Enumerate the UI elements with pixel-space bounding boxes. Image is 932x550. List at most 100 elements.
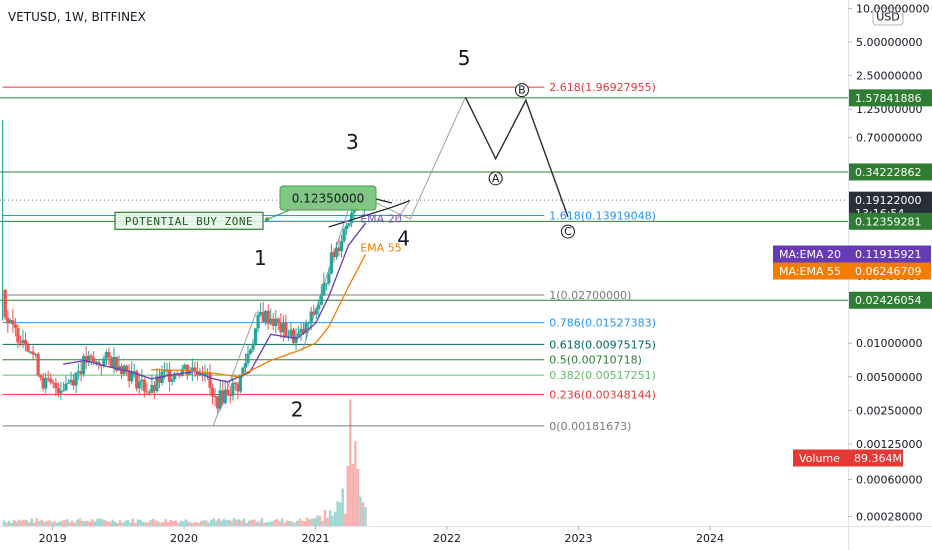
- corrective-wave-label-B: B: [518, 84, 526, 97]
- candle-body: [291, 329, 296, 343]
- candle-body: [31, 351, 35, 355]
- volume-bar: [253, 519, 256, 526]
- price-tags: 1.578418860.342228620.1912200013:16:540.…: [773, 89, 932, 467]
- candle-body: [6, 317, 10, 324]
- price-axis-label: 5.00000000: [856, 36, 922, 49]
- volume-bar: [242, 518, 246, 526]
- currency-badge[interactable]: USD: [872, 7, 904, 26]
- volume-bar: [288, 520, 291, 526]
- volume-bar: [199, 520, 203, 526]
- volume-bar: [167, 522, 170, 526]
- volume-bar: [63, 519, 66, 526]
- volume-bar: [293, 522, 296, 526]
- volume-bar: [96, 518, 99, 526]
- volume-bar: [311, 518, 314, 526]
- candle-body: [145, 391, 149, 393]
- volume-bar: [141, 521, 145, 526]
- price-tag: [849, 163, 932, 181]
- fib-level-label: 0.786(0.01527383): [549, 317, 656, 330]
- candle-body: [102, 358, 106, 367]
- time-axis: 2019 2020 2021 2022 2023 2024: [39, 526, 724, 545]
- candle-body: [281, 322, 285, 333]
- corrective-wave-marker: [560, 224, 575, 239]
- candle-body: [114, 356, 119, 371]
- price-tag-label: 0.34222862: [855, 166, 921, 179]
- volume-bar: [139, 519, 142, 526]
- candle-body: [271, 318, 275, 327]
- volume-bar: [194, 522, 198, 526]
- candle-body: [183, 364, 187, 369]
- price-callout-label: 0.12350000: [292, 192, 365, 206]
- volume-tag: [793, 449, 903, 467]
- volume-bar: [60, 520, 64, 526]
- volume-bar: [28, 522, 31, 526]
- candle-body: [314, 309, 318, 315]
- volume-bar: [298, 518, 301, 526]
- volume-bar: [202, 520, 205, 526]
- volume-bar: [273, 520, 276, 526]
- candle-body: [195, 371, 200, 376]
- time-axis-label: 2023: [564, 532, 592, 545]
- volume-bar: [50, 522, 54, 526]
- time-axis-label: 2024: [696, 532, 724, 545]
- candle-body: [127, 370, 131, 382]
- candle-body: [71, 379, 76, 386]
- volume-bar: [55, 522, 59, 526]
- candle-body: [51, 382, 55, 384]
- volume-bar: [245, 522, 248, 526]
- candle-body: [284, 322, 288, 338]
- volume-bar: [285, 520, 289, 526]
- candle-body: [241, 367, 245, 375]
- volume-bar: [339, 502, 342, 526]
- candle-body: [87, 355, 91, 363]
- candle-body: [228, 395, 232, 397]
- time-axis-label: 2019: [39, 532, 67, 545]
- volume-bar: [7, 520, 11, 526]
- candle-body: [198, 373, 202, 376]
- fib-level-label: 0.236(0.00348144): [549, 388, 656, 401]
- candle-body: [296, 333, 301, 336]
- volume-bar: [328, 510, 332, 526]
- volume-bar: [108, 521, 112, 526]
- candle-body: [3, 289, 7, 318]
- volume-bar: [258, 521, 261, 526]
- volume-bar: [164, 519, 167, 526]
- candle-body: [334, 247, 339, 257]
- candle-body: [97, 361, 101, 365]
- candle-body: [165, 370, 169, 372]
- volume-bar: [197, 522, 200, 526]
- volume-bar: [265, 522, 269, 526]
- candle-body: [173, 373, 177, 380]
- volume-bar: [232, 518, 236, 526]
- candle-body: [11, 320, 15, 325]
- candle-body: [289, 329, 293, 337]
- candle-body: [261, 312, 265, 322]
- volume-bar: [341, 488, 344, 526]
- indicator-tag-name: MA:EMA 55: [779, 265, 841, 278]
- candle-body: [226, 389, 230, 396]
- volume-bar: [227, 519, 231, 526]
- candle-body: [274, 318, 278, 327]
- volume-bar: [154, 520, 157, 526]
- candle-body: [112, 356, 116, 368]
- candle-body: [259, 312, 263, 315]
- candle-body: [150, 384, 154, 393]
- candle-body: [135, 371, 139, 389]
- volume-bar: [40, 519, 44, 526]
- fib-level-label: 2.618(1.96927955): [549, 81, 656, 94]
- candle-body: [251, 343, 255, 350]
- fib-levels: 2.618(1.96927955) 1.618(0.13919048) 1(0.02…: [0, 81, 848, 433]
- candle-body: [41, 377, 45, 389]
- candle-body: [248, 349, 253, 354]
- volume-bar: [121, 522, 124, 526]
- price-axis-label: 0.00060000: [856, 474, 922, 487]
- volume-bar: [68, 522, 71, 526]
- candle-body: [329, 252, 334, 274]
- candle-body: [178, 374, 182, 376]
- candle-body: [256, 314, 260, 329]
- volume-bar: [316, 515, 319, 526]
- price-tag: [849, 89, 932, 107]
- candle-body: [180, 368, 184, 376]
- volume-bar: [177, 522, 180, 526]
